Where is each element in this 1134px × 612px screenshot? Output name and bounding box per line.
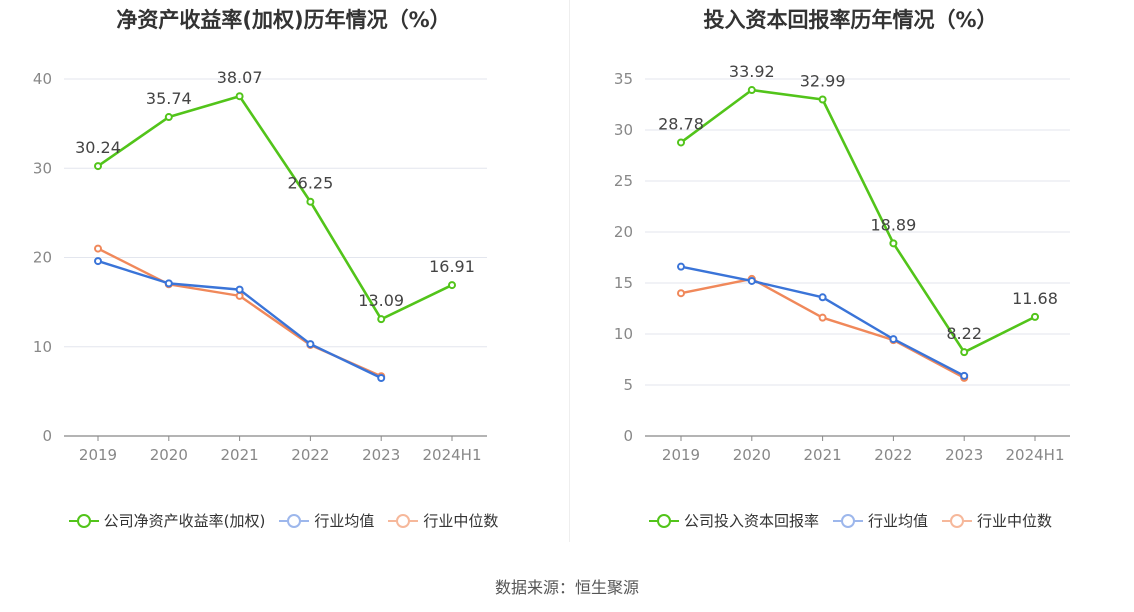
- data-point: [677, 138, 685, 147]
- legend-marker-icon: [68, 513, 99, 528]
- x-tick-label: 2023: [945, 446, 983, 464]
- legend-item-industry-median[interactable]: 行业中位数: [388, 510, 498, 531]
- legend-item-company[interactable]: 公司净资产收益率(加权): [68, 510, 266, 531]
- x-tick-label: 2020: [733, 446, 771, 464]
- legend-marker-icon: [942, 513, 972, 528]
- data-point: [889, 239, 898, 248]
- data-point: [306, 340, 315, 349]
- x-tick-label: 2024H1: [1006, 446, 1065, 464]
- data-point: [818, 313, 827, 322]
- legend-marker-icon: [279, 513, 310, 528]
- y-tick-label: 10: [33, 338, 52, 356]
- series-line: [680, 88, 1036, 354]
- data-point: [164, 279, 173, 288]
- data-label: 8.22: [946, 324, 982, 343]
- data-source: 数据来源：恒生聚源: [494, 578, 639, 597]
- data-point: [818, 293, 827, 302]
- x-tick-label: 2021: [804, 446, 842, 464]
- x-tick-label: 2021: [221, 446, 259, 464]
- data-label: 28.78: [658, 114, 704, 133]
- data-point: [164, 113, 173, 122]
- data-label: 35.74: [146, 89, 192, 108]
- y-tick-label: 20: [33, 249, 52, 267]
- data-point: [235, 92, 244, 101]
- data-label: 13.09: [358, 291, 404, 310]
- y-tick-label: 5: [623, 376, 633, 394]
- y-tick-label: 30: [614, 121, 633, 139]
- data-point: [960, 371, 969, 380]
- data-point: [889, 335, 898, 344]
- y-tick-label: 0: [623, 427, 633, 445]
- roe-plot: 0 10 20 30 40 2019 2020 2021 2022 2023 2024H1 30.24…: [33, 68, 487, 464]
- y-tick-label: 10: [614, 325, 633, 343]
- data-point: [960, 348, 969, 357]
- x-tick-label: 2019: [662, 446, 700, 464]
- data-label: 18.89: [870, 215, 916, 234]
- legend-label: 行业均值: [314, 512, 375, 530]
- y-tick-label: 40: [33, 70, 52, 88]
- x-tick-label: 2020: [150, 446, 188, 464]
- legend-label: 行业中位数: [977, 512, 1053, 530]
- data-label: 16.91: [429, 257, 475, 276]
- data-point: [677, 289, 685, 298]
- data-point: [94, 244, 102, 253]
- x-tick-label: 2022: [291, 446, 329, 464]
- legend-label: 行业中位数: [423, 512, 499, 530]
- data-label: 33.92: [729, 62, 775, 81]
- legend-item-company[interactable]: 公司投入资本回报率: [648, 510, 819, 531]
- data-point: [818, 95, 827, 104]
- series-line: [97, 259, 382, 380]
- x-tick-label: 2019: [79, 446, 117, 464]
- y-tick-label: 35: [614, 70, 633, 88]
- data-point: [94, 162, 102, 171]
- data-label: 38.07: [217, 68, 263, 87]
- data-point: [377, 315, 386, 324]
- chart-divider: [569, 0, 570, 542]
- data-point: [1031, 312, 1039, 321]
- y-tick-label: 30: [33, 159, 52, 177]
- x-tick-label: 2023: [362, 446, 400, 464]
- roic-chart: 投入资本回报率历年情况（%） 0 5 10 15 20 25 30 35 2019 2020 202…: [567, 0, 1134, 560]
- data-point: [306, 197, 315, 206]
- y-tick-label: 20: [614, 223, 633, 241]
- legend-label: 公司投入资本回报率: [683, 512, 819, 530]
- data-point: [448, 281, 456, 290]
- roe-chart: 净资产收益率(加权)历年情况（%） 0 10 20 30 40 2019 2020 2021 2…: [0, 0, 567, 560]
- data-point: [235, 285, 244, 294]
- legend-marker-icon: [832, 513, 863, 528]
- data-point: [94, 257, 102, 266]
- y-tick-label: 25: [614, 172, 633, 190]
- data-point: [677, 262, 685, 271]
- legend-marker-icon: [648, 513, 679, 528]
- data-point: [747, 86, 756, 95]
- legend: 公司投入资本回报率 行业均值 行业中位数: [567, 510, 1134, 531]
- chart-title: 净资产收益率(加权)历年情况（%）: [116, 8, 451, 32]
- legend-label: 行业均值: [867, 512, 928, 530]
- data-label: 26.25: [287, 174, 333, 193]
- data-point: [235, 291, 244, 300]
- series-line: [97, 94, 453, 321]
- y-tick-label: 0: [42, 427, 52, 445]
- data-label: 32.99: [800, 72, 846, 91]
- legend-item-industry-median[interactable]: 行业中位数: [942, 510, 1052, 531]
- legend-item-industry-mean[interactable]: 行业均值: [832, 510, 928, 531]
- data-label: 30.24: [75, 138, 121, 157]
- y-tick-label: 15: [614, 274, 633, 292]
- data-point: [377, 373, 386, 382]
- legend: 公司净资产收益率(加权) 行业均值 行业中位数: [0, 510, 567, 531]
- data-label: 11.68: [1012, 289, 1058, 308]
- roic-plot: 0 5 10 15 20 25 30 35 2019 2020 2021 2022 2023 2024H1…: [614, 62, 1070, 464]
- chart-title: 投入资本回报率历年情况（%）: [703, 8, 998, 32]
- legend-label: 公司净资产收益率(加权): [103, 512, 266, 530]
- legend-item-industry-mean[interactable]: 行业均值: [279, 510, 374, 531]
- x-tick-label: 2024H1: [423, 446, 482, 464]
- x-tick-label: 2022: [874, 446, 912, 464]
- legend-marker-icon: [388, 513, 419, 528]
- data-point: [747, 276, 756, 285]
